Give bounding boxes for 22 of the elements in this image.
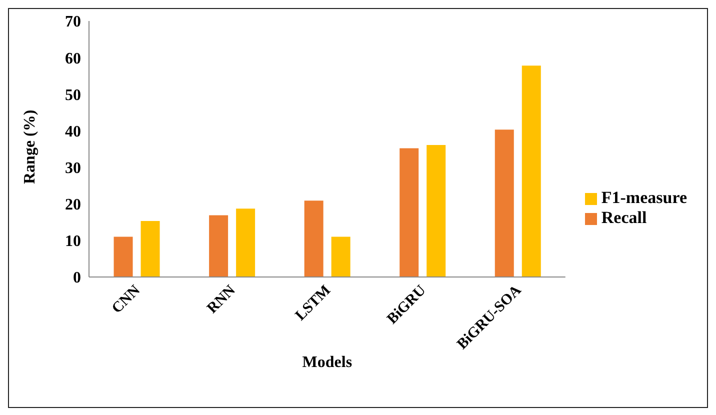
y-tick-label: 60 <box>65 50 81 68</box>
bar <box>236 208 256 277</box>
legend-label: F1-measure <box>601 188 687 207</box>
bar <box>400 148 419 277</box>
bar <box>140 221 160 277</box>
bar <box>304 200 324 277</box>
y-tick-label: 70 <box>65 14 81 31</box>
bar <box>209 215 228 277</box>
bar <box>426 144 446 277</box>
bar <box>114 236 133 277</box>
y-axis-title: Range (%) <box>22 110 39 184</box>
bar <box>494 130 514 277</box>
x-axis-title: Models <box>302 354 352 371</box>
legend-label: Recall <box>601 208 647 227</box>
bar <box>331 236 350 277</box>
y-tick-label: 10 <box>65 233 81 250</box>
bar <box>522 66 541 277</box>
y-tick-label: 30 <box>65 160 81 177</box>
y-tick-label: 0 <box>73 270 81 287</box>
y-tick-label: 50 <box>65 86 81 104</box>
y-tick-label: 40 <box>65 123 81 140</box>
y-tick-label: 20 <box>65 196 81 214</box>
